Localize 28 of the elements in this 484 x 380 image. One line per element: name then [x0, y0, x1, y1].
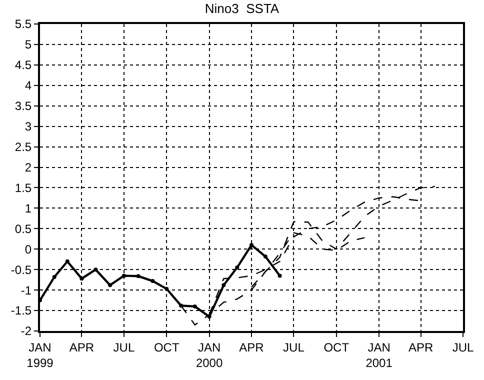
y-tick-label: 0.5 — [14, 222, 32, 236]
x-tick-label: APR — [69, 340, 94, 354]
y-tick-label: 5 — [24, 38, 32, 52]
y-tick-label: 4.5 — [14, 58, 32, 72]
y-tick-label: -0.5 — [10, 262, 32, 277]
x-tick-label: JAN 2001 — [366, 340, 393, 370]
y-tick-label: 0 — [24, 242, 32, 256]
y-tick-label: 2.5 — [14, 140, 32, 154]
chart-title: Nino3 SSTA — [204, 0, 280, 16]
y-tick-label: 3.5 — [14, 99, 32, 114]
x-tick-label: APR — [239, 340, 264, 354]
x-tick-label: OCT — [154, 340, 180, 354]
x-tick-label: APR — [408, 340, 434, 354]
y-tick-label: -1 — [20, 283, 32, 298]
y-tick-label: 5.5 — [14, 17, 32, 32]
x-tick-label: JAN 1999 — [26, 340, 54, 370]
x-tick-label: JUL — [452, 340, 474, 354]
y-tick-label: 1 — [24, 201, 32, 216]
x-tick-label: JUL — [283, 340, 305, 354]
x-tick-label: JAN 2000 — [196, 340, 223, 370]
y-tick-label: 4 — [24, 78, 32, 93]
y-tick-label: 3 — [24, 120, 32, 134]
y-tick-label: 1.5 — [14, 180, 32, 195]
y-tick-label: -1.5 — [10, 304, 32, 318]
y-tick-label: -2 — [20, 324, 32, 338]
x-tick-label: JUL — [113, 340, 135, 354]
x-tick-label: OCT — [324, 340, 350, 354]
y-tick-label: 2 — [24, 160, 32, 174]
